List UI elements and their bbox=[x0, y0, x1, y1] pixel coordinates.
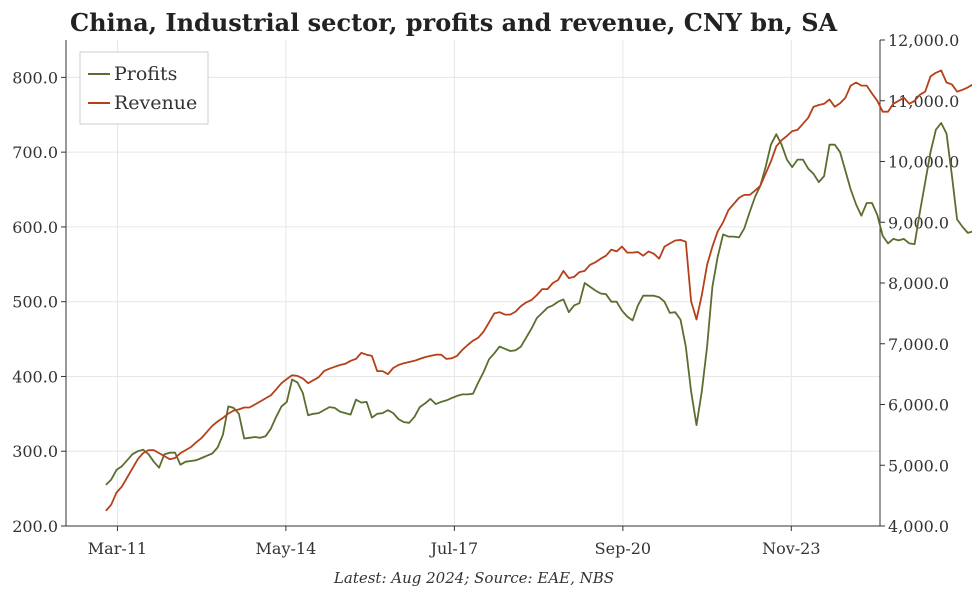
legend: Profits Revenue bbox=[79, 51, 209, 125]
x-tick-label: May-14 bbox=[256, 539, 317, 558]
right-tick-label: 4,000.0 bbox=[888, 517, 949, 536]
x-tick-label: Sep-20 bbox=[595, 539, 651, 558]
chart-title: China, Industrial sector, profits and re… bbox=[70, 8, 838, 37]
right-tick-label: 12,000.0 bbox=[888, 31, 959, 50]
left-tick-label: 600.0 bbox=[12, 218, 58, 237]
right-tick-label: 5,000.0 bbox=[888, 456, 949, 475]
left-tick-label: 700.0 bbox=[12, 143, 58, 162]
left-tick-label: 200.0 bbox=[12, 517, 58, 536]
series-line-profits bbox=[105, 122, 972, 486]
x-tick-label: Jul-17 bbox=[429, 539, 479, 558]
left-tick-label: 500.0 bbox=[12, 293, 58, 312]
right-tick-label: 7,000.0 bbox=[888, 335, 949, 354]
right-tick-label: 11,000.0 bbox=[888, 92, 959, 111]
right-tick-label: 6,000.0 bbox=[888, 396, 949, 415]
x-tick-label: Nov-23 bbox=[762, 539, 820, 558]
left-tick-label: 300.0 bbox=[12, 442, 58, 461]
legend-label-revenue: Revenue bbox=[114, 92, 197, 114]
legend-box bbox=[79, 51, 209, 125]
legend-label-profits: Profits bbox=[114, 63, 177, 85]
left-tick-label: 400.0 bbox=[12, 367, 58, 386]
source-note: Latest: Aug 2024; Source: EAE, NBS bbox=[333, 569, 614, 587]
series-line-revenue bbox=[105, 69, 972, 512]
left-tick-label: 800.0 bbox=[12, 68, 58, 87]
right-tick-label: 8,000.0 bbox=[888, 274, 949, 293]
x-tick-label: Mar-11 bbox=[88, 539, 147, 558]
series-lines bbox=[105, 69, 972, 512]
axes: 200.0 300.0 400.0 500.0 600.0 700.0 800.0 4,000… bbox=[12, 31, 959, 558]
right-tick-label: 10,000.0 bbox=[888, 153, 959, 172]
